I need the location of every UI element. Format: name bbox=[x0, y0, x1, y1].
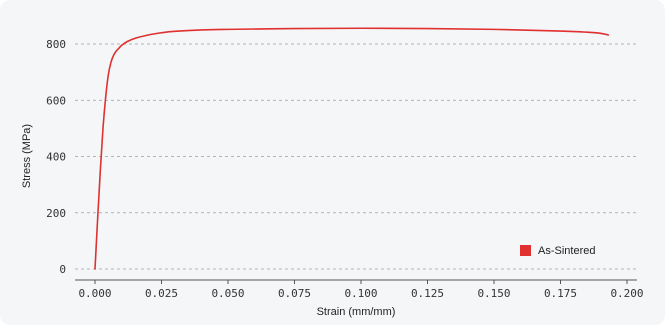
series-group bbox=[94, 27, 610, 270]
x-tick-label-0.150: 0.150 bbox=[477, 287, 510, 300]
x-tick-label-0.175: 0.175 bbox=[544, 287, 577, 300]
grid-lines bbox=[75, 43, 637, 270]
y-axis-label: Stress (MPa) bbox=[21, 124, 33, 188]
x-axis-ticks: 0.000 0.025 0.050 0.075 0.100 0.125 0.150 0.175… bbox=[78, 280, 644, 300]
y-axis-ticks: 0 200 400 600 800 bbox=[46, 38, 66, 276]
y-tick-label-0: 0 bbox=[59, 263, 66, 276]
x-tick-label-0.200: 0.200 bbox=[610, 287, 643, 300]
x-tick-label-0.050: 0.050 bbox=[211, 287, 244, 300]
x-tick-label-0.025: 0.025 bbox=[145, 287, 178, 300]
legend: As-Sintered bbox=[520, 245, 595, 257]
legend-swatch bbox=[520, 245, 531, 256]
series-line-0 bbox=[94, 27, 610, 270]
y-tick-label-400: 400 bbox=[46, 151, 66, 164]
y-tick-label-600: 600 bbox=[46, 94, 66, 107]
legend-label: As-Sintered bbox=[538, 245, 595, 257]
x-tick-label-0.125: 0.125 bbox=[411, 287, 444, 300]
x-tick-label-0.000: 0.000 bbox=[78, 287, 111, 300]
x-tick-label-0.100: 0.100 bbox=[344, 287, 377, 300]
y-tick-label-200: 200 bbox=[46, 207, 66, 220]
x-axis-label: Strain (mm/mm) bbox=[317, 306, 396, 318]
x-tick-label-0.075: 0.075 bbox=[278, 287, 311, 300]
y-tick-label-800: 800 bbox=[46, 38, 66, 51]
